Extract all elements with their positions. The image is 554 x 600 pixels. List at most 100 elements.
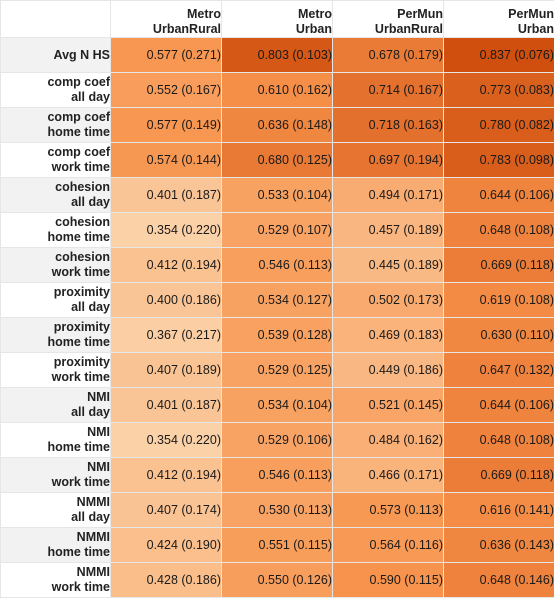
cell-sd: 0.106 (518, 188, 550, 202)
heatmap-cell-nmmi-home-time-metro-urban: 0.551 (0.115) (221, 527, 333, 563)
cell-value: 0.636 (479, 538, 511, 552)
heatmap-cell-proximity-home-time-permun-urbanrural: 0.469 (0.183) (332, 317, 444, 353)
table-row-cohesion-work-time: cohesion work time 0.412 (0.194) 0.546 (0.1… (0, 247, 554, 283)
table-row-nmi-all-day: NMI all day 0.401 (0.187) 0.534 (0.104) 0.52… (0, 387, 554, 423)
heatmap-cell-nmmi-work-time-metro-urban: 0.550 (0.126) (221, 562, 333, 598)
heatmap-cell-comp-coef-work-time-permun-urbanrural: 0.697 (0.194) (332, 142, 444, 178)
cell-sd: 0.189 (185, 363, 217, 377)
cell-sd: 0.116 (408, 538, 439, 552)
cell-sd: 0.186 (185, 573, 217, 587)
heatmap-cell-avg-n-hs-metro-urbanrural: 0.577 (0.271) (110, 37, 222, 73)
column-header-metro-urban: Metro Urban (221, 0, 333, 38)
table-row-comp-coef-work-time: comp coef work time 0.574 (0.144) 0.680 (0.… (0, 142, 554, 178)
heatmap-cell-cohesion-home-time-permun-urbanrural: 0.457 (0.189) (332, 212, 444, 248)
cell-value: 0.466 (368, 468, 400, 482)
cell-value: 0.539 (257, 328, 289, 342)
cell-sd: 0.189 (407, 223, 439, 237)
cell-value: 0.401 (146, 398, 178, 412)
cell-sd: 0.115 (408, 573, 439, 587)
cell-value: 0.445 (368, 258, 400, 272)
cell-value: 0.529 (257, 433, 289, 447)
cell-value: 0.773 (479, 83, 511, 97)
heatmap-cell-comp-coef-home-time-permun-urban: 0.780 (0.082) (443, 107, 554, 143)
cell-sd: 0.108 (518, 223, 550, 237)
cell-sd: 0.113 (297, 468, 328, 482)
heatmap-cell-comp-coef-all-day-metro-urban: 0.610 (0.162) (221, 72, 333, 108)
heatmap-cell-proximity-all-day-metro-urbanrural: 0.400 (0.186) (110, 282, 222, 318)
heatmap-cell-nmi-all-day-metro-urban: 0.534 (0.104) (221, 387, 333, 423)
cell-sd: 0.186 (185, 293, 217, 307)
cell-value: 0.469 (368, 328, 400, 342)
cell-value: 0.574 (146, 153, 178, 167)
heatmap-cell-proximity-all-day-permun-urban: 0.619 (0.108) (443, 282, 554, 318)
cell-sd: 0.194 (185, 468, 217, 482)
heatmap-cell-avg-n-hs-permun-urbanrural: 0.678 (0.179) (332, 37, 444, 73)
heatmap-cell-nmi-home-time-metro-urban: 0.529 (0.106) (221, 422, 333, 458)
heatmap-cell-comp-coef-work-time-metro-urbanrural: 0.574 (0.144) (110, 142, 222, 178)
heatmap-cell-cohesion-work-time-metro-urban: 0.546 (0.113) (221, 247, 333, 283)
table-row-proximity-all-day: proximity all day 0.400 (0.186) 0.534 (0.12… (0, 282, 554, 318)
cell-sd: 0.113 (408, 503, 439, 517)
heatmap-cell-cohesion-home-time-metro-urban: 0.529 (0.107) (221, 212, 333, 248)
cell-sd: 0.115 (297, 538, 328, 552)
row-header-nmi-work-time: NMI work time (0, 457, 111, 493)
cell-sd: 0.083 (518, 83, 550, 97)
cell-sd: 0.110 (519, 328, 550, 342)
heatmap-cell-nmi-work-time-metro-urban: 0.546 (0.113) (221, 457, 333, 493)
cell-value: 0.680 (257, 153, 289, 167)
cell-sd: 0.148 (296, 118, 328, 132)
cell-sd: 0.098 (518, 153, 550, 167)
heatmap-cell-nmmi-all-day-metro-urban: 0.530 (0.113) (221, 492, 333, 528)
cell-sd: 0.107 (296, 223, 328, 237)
corner-cell (0, 0, 111, 38)
cell-sd: 0.108 (518, 293, 550, 307)
heatmap-cell-comp-coef-all-day-permun-urban: 0.773 (0.083) (443, 72, 554, 108)
heatmap-cell-proximity-work-time-metro-urbanrural: 0.407 (0.189) (110, 352, 222, 388)
cell-value: 0.546 (258, 258, 290, 272)
cell-sd: 0.104 (296, 398, 328, 412)
cell-sd: 0.106 (518, 398, 550, 412)
heatmap-cell-cohesion-all-day-metro-urbanrural: 0.401 (0.187) (110, 177, 222, 213)
table-row-comp-coef-home-time: comp coef home time 0.577 (0.149) 0.636 (0.… (0, 107, 554, 143)
cell-sd: 0.118 (519, 468, 550, 482)
heatmap-cell-avg-n-hs-metro-urban: 0.803 (0.103) (221, 37, 333, 73)
heatmap-cell-nmi-work-time-metro-urbanrural: 0.412 (0.194) (110, 457, 222, 493)
cell-value: 0.521 (368, 398, 400, 412)
heatmap-cell-comp-coef-home-time-permun-urbanrural: 0.718 (0.163) (332, 107, 444, 143)
cell-sd: 0.146 (518, 573, 550, 587)
table-row-proximity-home-time: proximity home time 0.367 (0.217) 0.539 (0.… (0, 317, 554, 353)
heatmap-cell-comp-coef-work-time-permun-urban: 0.783 (0.098) (443, 142, 554, 178)
heatmap-cell-cohesion-home-time-metro-urbanrural: 0.354 (0.220) (110, 212, 222, 248)
cell-value: 0.534 (257, 398, 289, 412)
row-header-nmi-home-time: NMI home time (0, 422, 111, 458)
heatmap-cell-nmmi-home-time-permun-urban: 0.636 (0.143) (443, 527, 554, 563)
heatmap-cell-nmmi-all-day-permun-urbanrural: 0.573 (0.113) (332, 492, 444, 528)
cell-sd: 0.125 (296, 363, 328, 377)
heatmap-cell-cohesion-all-day-permun-urbanrural: 0.494 (0.171) (332, 177, 444, 213)
cell-sd: 0.126 (296, 573, 328, 587)
heatmap-cell-proximity-home-time-metro-urban: 0.539 (0.128) (221, 317, 333, 353)
table-row-nmmi-work-time: NMMI work time 0.428 (0.186) 0.550 (0.126) 0… (0, 562, 554, 598)
row-header-avg-n-hs: Avg N HS (0, 37, 111, 73)
cell-sd: 0.145 (407, 398, 439, 412)
cell-value: 0.424 (146, 538, 178, 552)
table-body: Avg N HS 0.577 (0.271) 0.803 (0.103) 0.678 … (0, 37, 554, 598)
cell-value: 0.552 (146, 83, 178, 97)
cell-value: 0.494 (368, 188, 400, 202)
row-header-nmmi-work-time: NMMI work time (0, 562, 111, 598)
heatmap-cell-cohesion-all-day-permun-urban: 0.644 (0.106) (443, 177, 554, 213)
cell-value: 0.412 (146, 258, 178, 272)
cell-value: 0.577 (146, 48, 178, 62)
cell-value: 0.714 (368, 83, 400, 97)
heatmap-cell-proximity-work-time-permun-urban: 0.647 (0.132) (443, 352, 554, 388)
cell-sd: 0.194 (185, 258, 217, 272)
cell-value: 0.783 (479, 153, 511, 167)
cell-sd: 0.076 (518, 48, 550, 62)
table-row-cohesion-all-day: cohesion all day 0.401 (0.187) 0.533 (0.104… (0, 177, 554, 213)
cell-sd: 0.144 (185, 153, 217, 167)
cell-sd: 0.187 (185, 398, 217, 412)
cell-sd: 0.271 (185, 48, 217, 62)
cell-value: 0.630 (480, 328, 512, 342)
cell-sd: 0.163 (407, 118, 439, 132)
cell-value: 0.837 (479, 48, 511, 62)
